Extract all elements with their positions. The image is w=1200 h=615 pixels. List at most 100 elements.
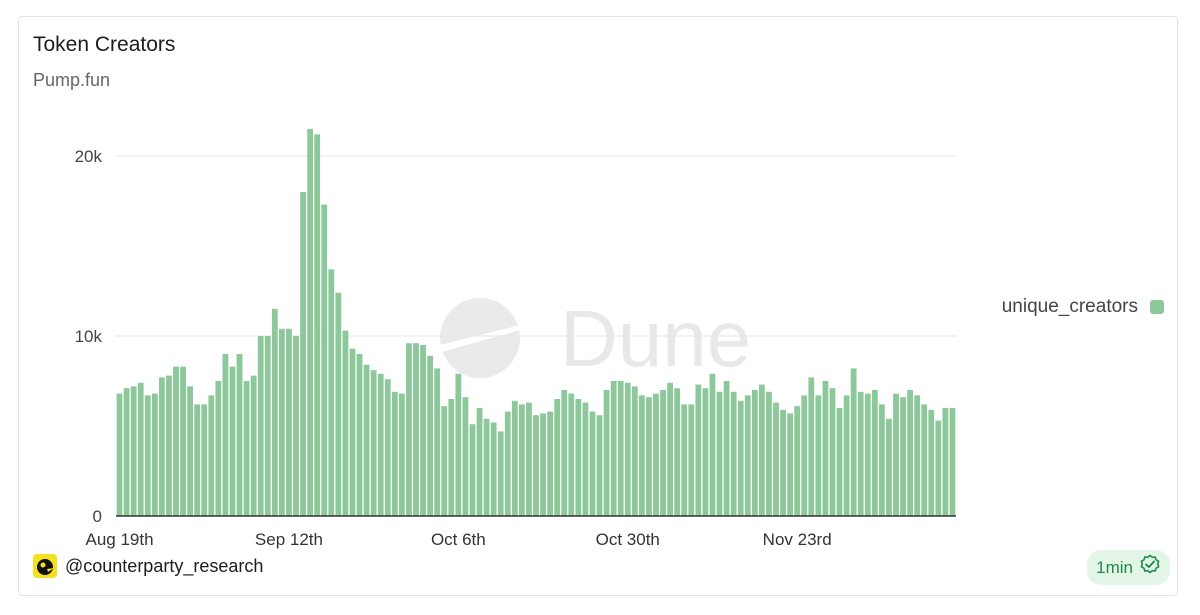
bar[interactable] bbox=[497, 431, 504, 516]
bar[interactable] bbox=[857, 391, 864, 516]
bar[interactable] bbox=[427, 355, 434, 516]
bar[interactable] bbox=[836, 408, 843, 516]
bar[interactable] bbox=[328, 269, 335, 516]
bar[interactable] bbox=[610, 381, 617, 516]
bar[interactable] bbox=[293, 336, 299, 516]
bar[interactable] bbox=[363, 364, 370, 516]
bar[interactable] bbox=[900, 397, 906, 516]
bar[interactable] bbox=[730, 391, 737, 516]
bar[interactable] bbox=[744, 395, 751, 516]
bar[interactable] bbox=[483, 418, 490, 516]
bar[interactable] bbox=[547, 411, 554, 516]
bar[interactable] bbox=[681, 404, 688, 516]
bar[interactable] bbox=[137, 382, 144, 516]
bar[interactable] bbox=[631, 386, 638, 516]
bar[interactable] bbox=[448, 399, 455, 516]
refresh-badge[interactable]: 1min bbox=[1087, 550, 1170, 585]
bar[interactable] bbox=[942, 408, 949, 516]
bar[interactable] bbox=[370, 370, 377, 516]
bar[interactable] bbox=[822, 381, 829, 516]
bar[interactable] bbox=[893, 393, 899, 516]
bar[interactable] bbox=[702, 388, 709, 516]
bar[interactable] bbox=[300, 192, 306, 516]
bar[interactable] bbox=[716, 391, 723, 516]
bar[interactable] bbox=[787, 413, 794, 516]
bar[interactable] bbox=[286, 328, 292, 516]
bar[interactable] bbox=[151, 393, 158, 516]
bar[interactable] bbox=[144, 395, 151, 516]
bar[interactable] bbox=[695, 384, 702, 516]
bar[interactable] bbox=[229, 366, 236, 516]
bar[interactable] bbox=[321, 204, 328, 516]
bar[interactable] bbox=[406, 343, 412, 516]
bar[interactable] bbox=[349, 348, 356, 516]
bar[interactable] bbox=[384, 379, 391, 516]
bar[interactable] bbox=[829, 388, 836, 516]
bar[interactable] bbox=[420, 345, 426, 516]
bar[interactable] bbox=[688, 404, 695, 516]
bar[interactable] bbox=[723, 381, 730, 516]
bar[interactable] bbox=[582, 402, 589, 516]
bar[interactable] bbox=[850, 368, 857, 516]
bar[interactable] bbox=[596, 415, 603, 516]
bar[interactable] bbox=[391, 391, 398, 516]
bar[interactable] bbox=[250, 375, 257, 516]
bar[interactable] bbox=[935, 420, 942, 516]
bar[interactable] bbox=[271, 309, 278, 516]
bar[interactable] bbox=[504, 411, 511, 516]
author-credit[interactable]: @counterparty_research bbox=[33, 554, 263, 578]
bar[interactable] bbox=[653, 393, 659, 516]
bar[interactable] bbox=[808, 377, 815, 516]
bar[interactable] bbox=[356, 354, 363, 516]
bar[interactable] bbox=[490, 422, 497, 516]
bar[interactable] bbox=[568, 393, 575, 516]
bar[interactable] bbox=[843, 395, 850, 516]
bar[interactable] bbox=[871, 390, 878, 516]
bar[interactable] bbox=[257, 336, 264, 516]
bar[interactable] bbox=[801, 395, 808, 516]
bar[interactable] bbox=[766, 391, 772, 516]
bar[interactable] bbox=[907, 390, 914, 516]
bar[interactable] bbox=[236, 354, 243, 516]
bar[interactable] bbox=[864, 393, 871, 516]
bar[interactable] bbox=[180, 366, 186, 516]
bar[interactable] bbox=[603, 390, 610, 516]
bar[interactable] bbox=[264, 336, 271, 516]
bar[interactable] bbox=[914, 395, 921, 516]
bar[interactable] bbox=[377, 373, 384, 516]
bar[interactable] bbox=[561, 390, 568, 516]
bar[interactable] bbox=[646, 397, 652, 516]
bar[interactable] bbox=[638, 395, 645, 516]
bar[interactable] bbox=[660, 390, 666, 516]
bar[interactable] bbox=[441, 406, 448, 516]
bar[interactable] bbox=[751, 390, 758, 516]
bar[interactable] bbox=[667, 382, 674, 516]
bar[interactable] bbox=[413, 343, 419, 516]
bar[interactable] bbox=[589, 411, 596, 516]
bar[interactable] bbox=[624, 382, 631, 516]
bar[interactable] bbox=[173, 366, 179, 516]
bar[interactable] bbox=[314, 134, 321, 516]
bar[interactable] bbox=[886, 418, 892, 516]
bar[interactable] bbox=[462, 397, 469, 516]
bar[interactable] bbox=[476, 408, 483, 516]
bar[interactable] bbox=[342, 330, 349, 516]
bar[interactable] bbox=[434, 368, 441, 516]
bar[interactable] bbox=[794, 406, 801, 516]
bar[interactable] bbox=[773, 402, 779, 516]
bar[interactable] bbox=[455, 373, 462, 516]
bar[interactable] bbox=[575, 399, 582, 516]
bar[interactable] bbox=[511, 400, 518, 516]
bar[interactable] bbox=[780, 409, 786, 516]
bar[interactable] bbox=[278, 328, 285, 516]
bar[interactable] bbox=[737, 400, 744, 516]
bar[interactable] bbox=[194, 404, 201, 516]
bar[interactable] bbox=[307, 129, 314, 516]
bar[interactable] bbox=[554, 399, 561, 516]
bar[interactable] bbox=[123, 388, 130, 516]
bar[interactable] bbox=[921, 404, 928, 516]
bar[interactable] bbox=[201, 404, 208, 516]
bar[interactable] bbox=[335, 292, 342, 516]
bar[interactable] bbox=[222, 354, 229, 516]
bar[interactable] bbox=[758, 384, 765, 516]
